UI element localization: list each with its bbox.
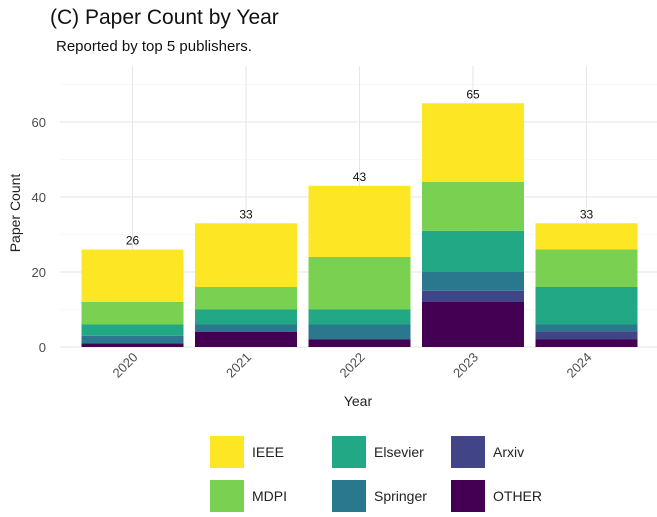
bar-segment-springer-2023 (422, 272, 524, 291)
bar-segment-elsevier-2020 (81, 324, 184, 336)
legend-swatch-arxiv (451, 436, 485, 468)
legend-item-arxiv: Arxiv (451, 436, 524, 468)
bar-segment-springer-2021 (195, 324, 297, 332)
legend-swatch-mdpi (210, 480, 244, 512)
legend-item-ieee: IEEE (210, 436, 284, 468)
bar-segment-arxiv-2023 (422, 290, 524, 302)
bar-segment-mdpi-2024 (535, 249, 638, 287)
y-tick-label: 20 (32, 265, 46, 280)
total-label-2024: 33 (580, 207, 594, 221)
bar-segment-other-2021 (195, 332, 297, 347)
bar-segment-mdpi-2021 (195, 287, 297, 310)
legend-label-elsevier: Elsevier (374, 444, 424, 460)
x-tick-label-2023: 2023 (450, 350, 481, 381)
bar-segment-elsevier-2024 (535, 287, 638, 325)
bar-segment-other-2023 (422, 302, 524, 347)
bar-segment-ieee-2022 (308, 185, 411, 257)
bar-segment-springer-2020 (81, 335, 184, 344)
bar-segment-ieee-2023 (422, 103, 524, 182)
bar-segment-elsevier-2021 (195, 309, 297, 325)
legend-item-mdpi: MDPI (210, 480, 287, 512)
legend-item-springer: Springer (332, 480, 427, 512)
total-labels: 26 33 43 65 33 (126, 87, 594, 247)
legend-label-mdpi: MDPI (252, 488, 287, 504)
legend-label-ieee: IEEE (252, 444, 284, 460)
legend-label-arxiv: Arxiv (493, 444, 525, 460)
legend-swatch-springer (332, 480, 366, 512)
bars-layer (81, 103, 638, 347)
legend-label-other: OTHER (493, 488, 542, 504)
bar-segment-springer-2024 (535, 324, 638, 332)
total-label-2022: 43 (353, 170, 367, 184)
bar-segment-springer-2022 (308, 324, 411, 340)
bar-segment-ieee-2024 (535, 223, 638, 250)
total-label-2020: 26 (126, 234, 140, 248)
chart-subtitle: Reported by top 5 publishers. (56, 38, 252, 55)
bar-segment-other-2020 (81, 343, 184, 347)
legend-swatch-elsevier (332, 436, 366, 468)
x-axis-label: Year (344, 393, 373, 409)
bar-segment-mdpi-2020 (81, 302, 184, 325)
legend-item-elsevier: Elsevier (332, 436, 424, 468)
bar-segment-other-2024 (535, 339, 638, 347)
legend-label-springer: Springer (374, 488, 427, 504)
y-axis-label: Paper Count (7, 174, 23, 253)
x-tick-label-2024: 2024 (564, 350, 595, 381)
x-tick-label-2021: 2021 (223, 350, 254, 381)
y-tick-label: 40 (32, 190, 46, 205)
legend-swatch-ieee (210, 436, 244, 468)
x-tick-label-2020: 2020 (110, 350, 141, 381)
total-label-2023: 65 (466, 87, 480, 101)
bar-segment-mdpi-2022 (308, 257, 411, 310)
x-axis: 2020 2021 2022 2023 2024 (110, 350, 595, 381)
legend-swatch-other (451, 480, 485, 512)
bar-segment-elsevier-2023 (422, 230, 524, 272)
bar-segment-ieee-2021 (195, 223, 297, 287)
bar-segment-ieee-2020 (81, 249, 184, 302)
bar-segment-other-2022 (308, 339, 411, 347)
y-tick-label: 0 (39, 340, 46, 355)
legend-item-other: OTHER (451, 480, 542, 512)
x-tick-label-2022: 2022 (337, 350, 368, 381)
y-tick-label: 60 (32, 115, 46, 130)
bar-segment-elsevier-2022 (308, 309, 411, 325)
bar-segment-arxiv-2024 (535, 332, 638, 340)
y-axis: 0 20 40 60 (32, 115, 46, 355)
chart-title: (C) Paper Count by Year (50, 6, 279, 29)
total-label-2021: 33 (239, 207, 253, 221)
bar-segment-mdpi-2023 (422, 182, 524, 231)
